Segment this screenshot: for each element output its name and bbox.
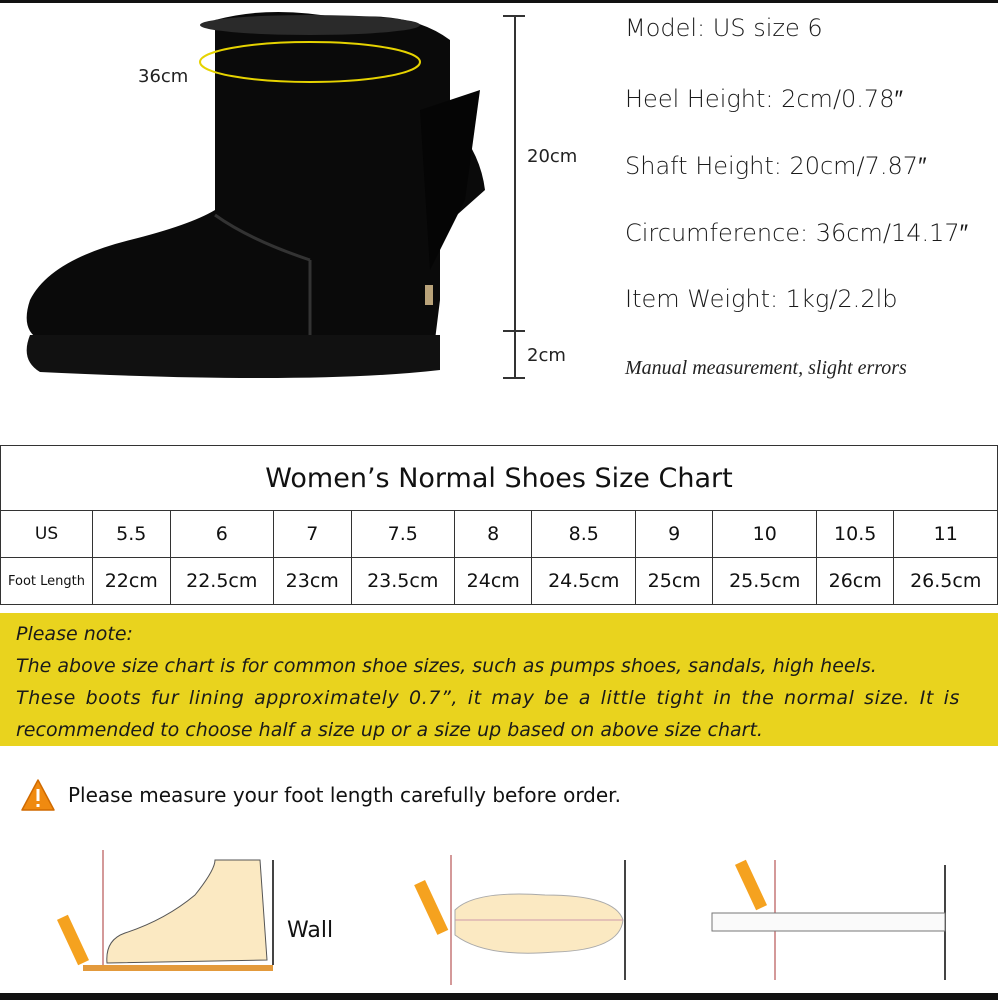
shaft-label: 20cm [527, 146, 578, 167]
table-cell: 8.5 [531, 510, 636, 558]
note-line: The above size chart is for common shoe … [16, 655, 877, 677]
table-cell: 9 [634, 510, 714, 558]
spec-shaft-height: Shaft Height: 20cm/7.87″ [625, 152, 927, 180]
size-chart-table: Women’s Normal Shoes Size Chart US 5.5 6… [0, 445, 998, 605]
table-cell: 22.5cm [169, 557, 274, 605]
table-cell: 25cm [634, 557, 714, 605]
spec-circumference: Circumference: 36cm/14.17″ [625, 219, 969, 247]
foot-top-diagram [414, 855, 626, 985]
spec-model: Model: US size 6 [625, 14, 823, 42]
warning: Please measure your foot length carefull… [20, 778, 621, 812]
foot-side-diagram [56, 850, 274, 971]
ruler-diagram [711, 859, 946, 980]
table-cell: 24cm [453, 557, 533, 605]
table-cell: 26cm [815, 557, 895, 605]
spec-weight: Item Weight: 1kg/2.2lb [625, 285, 898, 313]
table-cell: 7 [272, 510, 352, 558]
row-label: US [0, 510, 93, 558]
table-cell: 10.5 [815, 510, 895, 558]
dimension-line [514, 15, 516, 378]
table-row-foot-length: Foot Length 22cm 22.5cm 23cm 23.5cm 24cm… [0, 557, 998, 605]
table-cell: 11 [893, 510, 998, 558]
spec-heel-height: Heel Height: 2cm/0.78″ [625, 85, 903, 113]
circumference-label: 36cm [138, 66, 189, 87]
note-line: These boots fur lining approximately 0.7… [16, 687, 960, 709]
size-chart-title: Women’s Normal Shoes Size Chart [0, 445, 998, 511]
warning-text: Please measure your foot length carefull… [68, 783, 621, 807]
table-cell: 23cm [272, 557, 352, 605]
note-line: recommended to choose half a size up or … [16, 719, 763, 741]
bottom-border [0, 993, 998, 1000]
warning-triangle-icon [21, 779, 55, 811]
table-row-us: US 5.5 6 7 7.5 8 8.5 9 10 10.5 11 [0, 510, 998, 558]
wall-label: Wall [287, 918, 334, 943]
table-cell: 26.5cm [893, 557, 998, 605]
table-cell: 25.5cm [712, 557, 817, 605]
row-label: Foot Length [0, 557, 93, 605]
note-heading: Please note: [16, 623, 133, 645]
dimension-tick [503, 377, 525, 379]
top-border [0, 0, 998, 3]
table-cell: 6 [169, 510, 274, 558]
table-cell: 24.5cm [531, 557, 636, 605]
note-box: Please note: The above size chart is for… [0, 613, 998, 746]
table-cell: 8 [453, 510, 533, 558]
dimension-tick [503, 15, 525, 17]
dimension-tick [503, 330, 525, 332]
table-cell: 5.5 [92, 510, 171, 558]
table-cell: 7.5 [350, 510, 455, 558]
table-cell: 23.5cm [350, 557, 455, 605]
measurement-note: Manual measurement, slight errors [625, 357, 907, 379]
heel-label: 2cm [527, 345, 566, 366]
table-cell: 22cm [92, 557, 171, 605]
table-cell: 10 [712, 510, 817, 558]
boot-image [26, 11, 486, 379]
